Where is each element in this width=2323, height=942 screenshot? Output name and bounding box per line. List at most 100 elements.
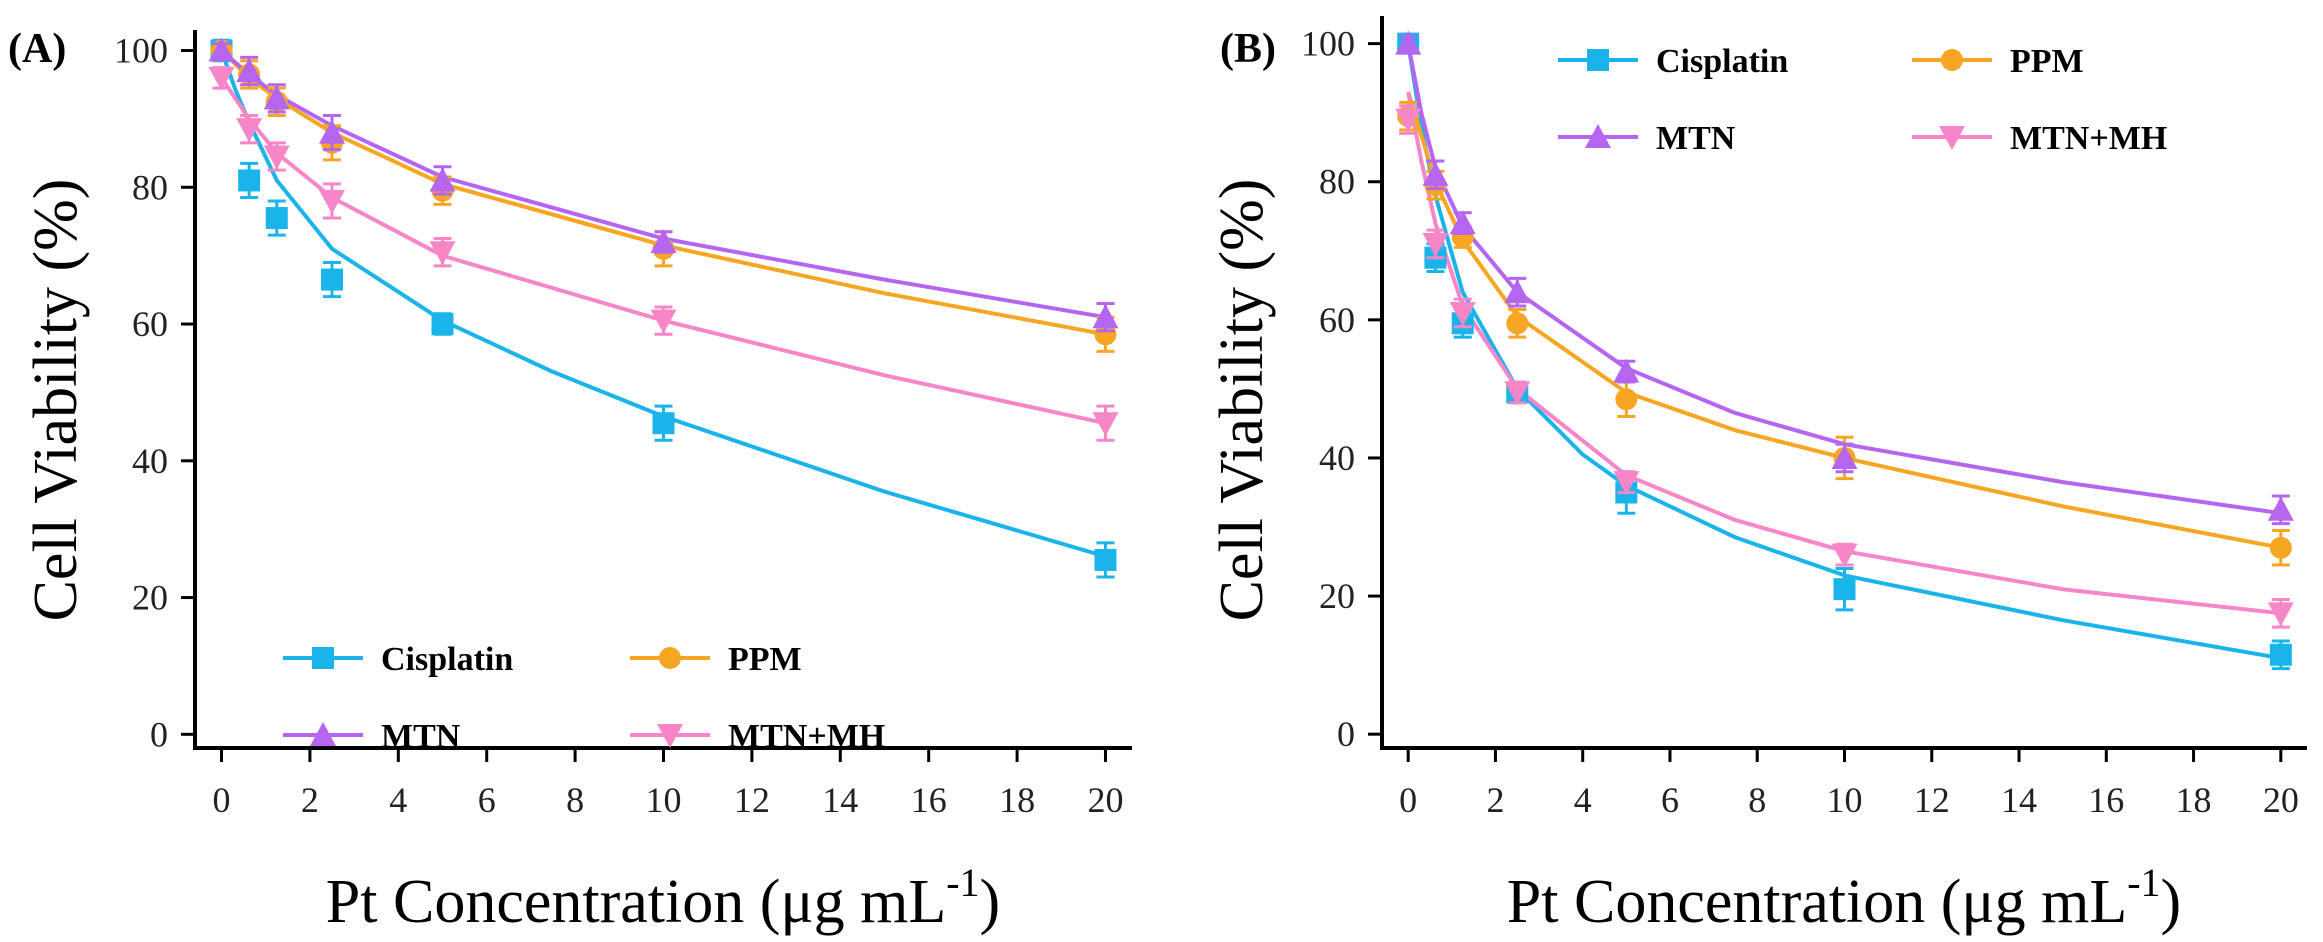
series-ppm bbox=[210, 39, 1117, 353]
y-tick-label: 100 bbox=[114, 31, 168, 71]
data-point-mtn-mh bbox=[236, 118, 263, 143]
legend-item-mtn: MTN bbox=[283, 718, 461, 755]
legend-label: PPM bbox=[728, 641, 802, 678]
y-axis-title: Cell Viability (%) bbox=[22, 179, 90, 622]
data-point-mtn bbox=[236, 58, 263, 83]
legend-item-cisplatin: Cisplatin bbox=[283, 641, 513, 678]
x-tick-label: 6 bbox=[1661, 780, 1679, 820]
x-tick-label: 10 bbox=[646, 780, 682, 820]
data-point-cisplatin bbox=[652, 412, 675, 435]
x-tick-label: 20 bbox=[1087, 780, 1123, 820]
legend-marker bbox=[1587, 49, 1609, 71]
data-point-mtn-mh bbox=[208, 66, 235, 91]
data-point-cisplatin bbox=[321, 268, 344, 291]
data-point-mtn-mh bbox=[650, 309, 677, 334]
x-axis-title-sup: -1 bbox=[946, 860, 979, 905]
legend-label: MTN bbox=[381, 718, 461, 755]
x-tick-label: 16 bbox=[2088, 780, 2124, 820]
legend-item-ppm: PPM bbox=[1912, 43, 2084, 80]
data-point-ppm bbox=[2269, 536, 2292, 559]
legend-label: PPM bbox=[2010, 43, 2084, 80]
data-point-ppm bbox=[1094, 323, 1117, 346]
data-point-mtn bbox=[1831, 444, 1858, 469]
fit-curve-cisplatin bbox=[219, 49, 1107, 559]
x-tick-label: 6 bbox=[478, 780, 496, 820]
data-point-mtn bbox=[1092, 304, 1119, 329]
x-tick-label: 12 bbox=[1914, 780, 1950, 820]
data-point-mtn-mh bbox=[2267, 602, 2294, 627]
x-tick-label: 8 bbox=[566, 780, 584, 820]
x-tick-label: 4 bbox=[389, 780, 407, 820]
x-axis-title-main: Pt Concentration (μg mL bbox=[1507, 868, 2127, 936]
data-point-cisplatin bbox=[2269, 643, 2292, 666]
x-tick-label: 2 bbox=[1486, 780, 1504, 820]
x-tick-label: 16 bbox=[911, 780, 947, 820]
legend: Cisplatin PPM MTN MTN+MH bbox=[1558, 43, 2167, 157]
data-point-mtn bbox=[1613, 358, 1640, 383]
x-tick-label: 0 bbox=[213, 780, 231, 820]
x-axis-title-main: Pt Concentration (μg mL bbox=[326, 868, 946, 936]
x-tick-label: 20 bbox=[2263, 780, 2299, 820]
legend-label: MTN bbox=[1656, 120, 1736, 157]
series-mtn bbox=[1395, 30, 2294, 526]
legend-label: Cisplatin bbox=[381, 641, 513, 678]
y-tick-label: 20 bbox=[132, 578, 168, 618]
series-mtn-mh bbox=[1395, 104, 2294, 629]
legend-marker bbox=[1941, 49, 1963, 71]
data-point-mtn-mh bbox=[319, 189, 346, 214]
y-tick-label: 40 bbox=[1319, 438, 1355, 478]
legend-item-mtn-mh: MTN+MH bbox=[630, 718, 885, 755]
legend-marker bbox=[659, 647, 681, 669]
data-point-cisplatin bbox=[1094, 548, 1117, 571]
x-tick-label: 12 bbox=[734, 780, 770, 820]
legend-marker bbox=[1585, 124, 1611, 148]
y-tick-label: 60 bbox=[1319, 300, 1355, 340]
legend-label: MTN+MH bbox=[728, 718, 885, 755]
data-point-mtn bbox=[650, 228, 677, 253]
x-tick-label: 18 bbox=[999, 780, 1035, 820]
y-tick-label: 100 bbox=[1301, 24, 1355, 64]
data-point-mtn-mh bbox=[1449, 301, 1476, 326]
data-point-mtn bbox=[429, 167, 456, 192]
legend-item-mtn-mh: MTN+MH bbox=[1912, 120, 2167, 157]
y-tick-label: 60 bbox=[132, 304, 168, 344]
legend-marker bbox=[657, 724, 683, 748]
data-point-mtn bbox=[1504, 279, 1531, 304]
legend-marker bbox=[310, 722, 336, 746]
data-point-cisplatin bbox=[1833, 578, 1856, 601]
fit-curve-mtn-mh bbox=[1406, 91, 2282, 616]
x-tick-label: 18 bbox=[2176, 780, 2212, 820]
x-tick-label: 2 bbox=[301, 780, 319, 820]
legend-marker bbox=[1939, 126, 1965, 150]
legend-item-mtn: MTN bbox=[1558, 120, 1736, 157]
y-tick-label: 40 bbox=[132, 441, 168, 481]
data-point-mtn-mh bbox=[1395, 108, 1422, 133]
x-tick-label: 10 bbox=[1827, 780, 1863, 820]
data-point-mtn bbox=[1449, 210, 1476, 235]
panel-b: 0 20 40 60 80 100 0 2 4 6 8 10 12 14 16 18 20 (B) Cell Via… bbox=[1208, 16, 2307, 936]
legend-marker bbox=[312, 647, 334, 669]
fit-curve-mtn bbox=[220, 48, 1106, 320]
x-axis-title-close: ) bbox=[980, 868, 1001, 936]
fit-curve-mtn bbox=[1406, 43, 2282, 516]
x-axis-title-close: ) bbox=[2161, 868, 2182, 936]
x-tick-label: 4 bbox=[1574, 780, 1592, 820]
y-tick-label: 0 bbox=[1337, 714, 1355, 754]
data-point-mtn bbox=[1422, 161, 1449, 186]
legend-item-cisplatin: Cisplatin bbox=[1558, 43, 1788, 80]
legend-label: Cisplatin bbox=[1656, 43, 1788, 80]
data-point-mtn-mh bbox=[1092, 412, 1119, 437]
data-point-mtn bbox=[263, 85, 290, 110]
series-mtn bbox=[208, 37, 1119, 333]
data-point-ppm bbox=[1615, 388, 1638, 411]
x-tick-label: 14 bbox=[2001, 780, 2037, 820]
data-point-mtn-mh bbox=[263, 145, 290, 170]
legend: Cisplatin PPM MTN MTN+MH bbox=[283, 641, 885, 755]
x-tick-label: 0 bbox=[1399, 780, 1417, 820]
x-tick-label: 14 bbox=[822, 780, 858, 820]
legend-item-ppm: PPM bbox=[630, 641, 802, 678]
data-point-cisplatin bbox=[265, 207, 288, 230]
data-point-mtn-mh bbox=[1831, 543, 1858, 568]
y-tick-label: 0 bbox=[150, 714, 168, 754]
